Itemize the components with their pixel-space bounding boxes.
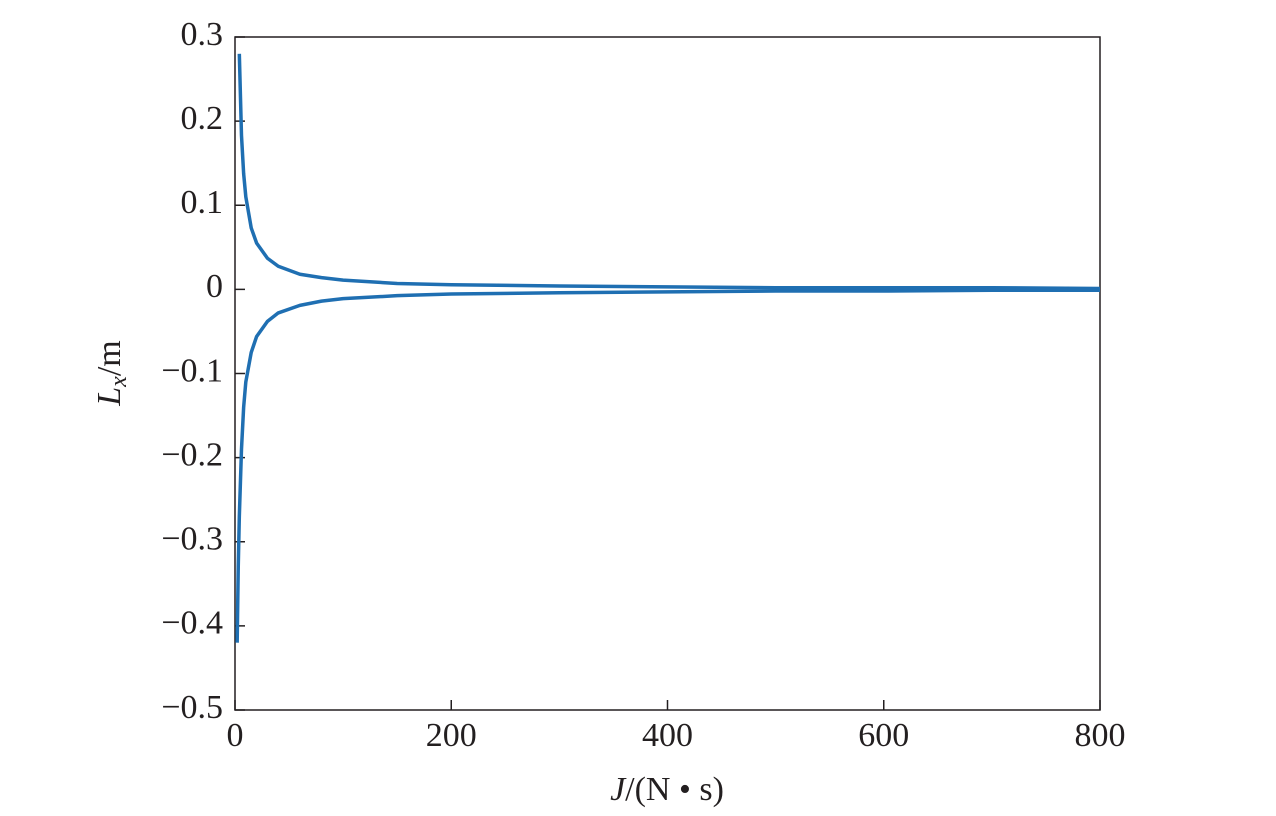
y-tick-label: −0.2 xyxy=(161,436,223,473)
y-tick-label: −0.1 xyxy=(161,352,223,389)
y-tick-label: −0.4 xyxy=(161,605,223,642)
x-tick-label: 200 xyxy=(426,717,477,754)
x-tick-label: 400 xyxy=(642,717,693,754)
y-axis-label: Lx/m xyxy=(91,340,132,406)
y-tick-label: 0.3 xyxy=(181,16,224,53)
x-axis-label: J/(N • s) xyxy=(610,771,724,808)
y-tick-label: 0 xyxy=(206,268,223,305)
y-tick-label: 0.1 xyxy=(181,184,224,221)
x-tick-label: 800 xyxy=(1075,717,1126,754)
x-tick-label: 600 xyxy=(858,717,909,754)
line-series xyxy=(235,288,1100,643)
line-series xyxy=(237,53,1101,291)
y-tick-label: 0.2 xyxy=(181,100,224,137)
y-tick-label: −0.5 xyxy=(161,689,223,726)
x-tick-label: 0 xyxy=(227,717,244,754)
plot-frame xyxy=(234,36,1101,711)
y-tick-label: −0.3 xyxy=(161,521,223,558)
